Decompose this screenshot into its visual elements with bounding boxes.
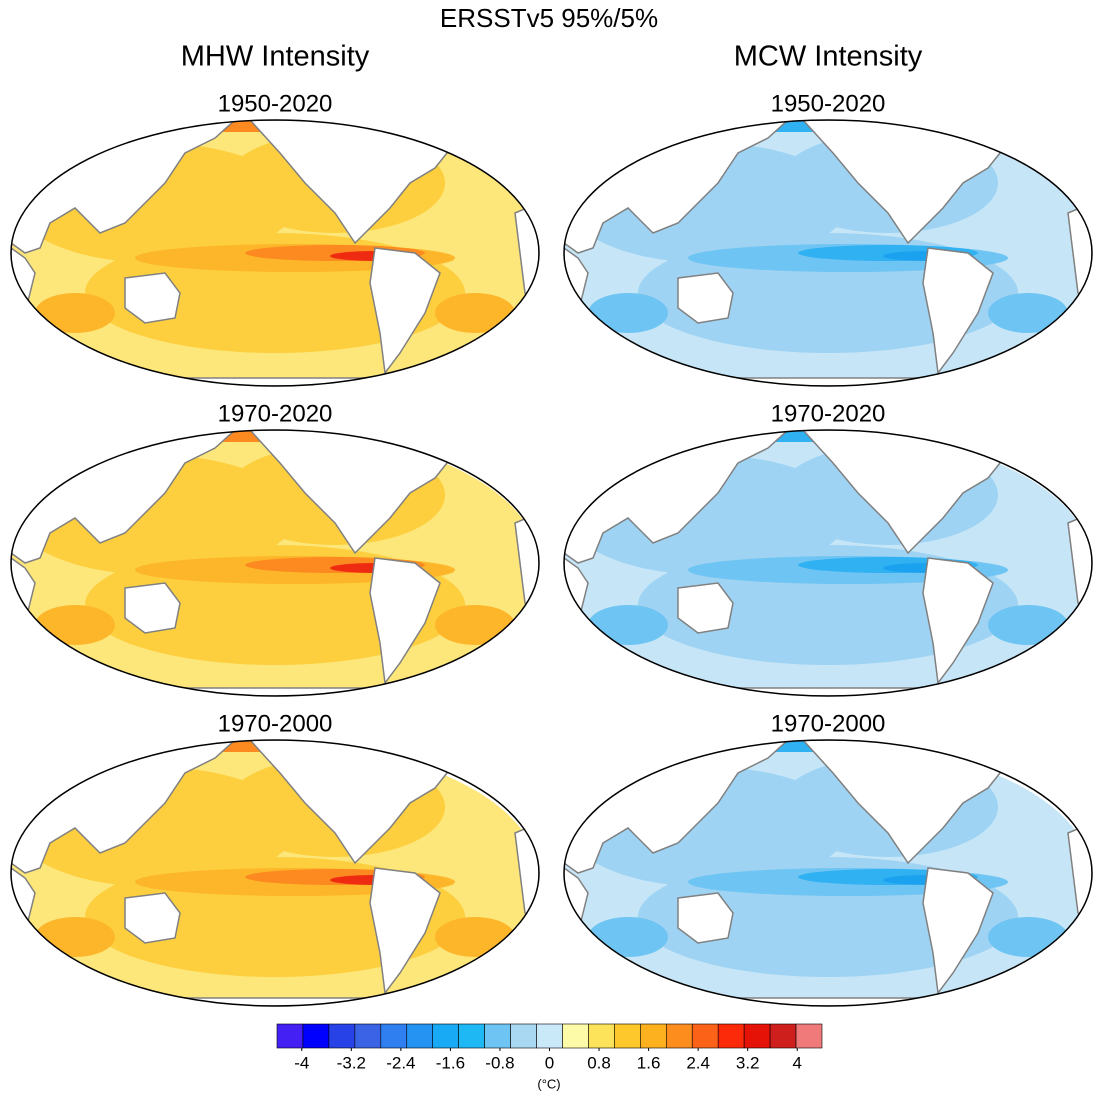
colorbar-tick-label: -0.8 [485,1053,514,1072]
land [677,582,734,634]
panel-title: 1970-2020 [771,400,886,427]
colorbar-box [717,1023,745,1049]
intensity-field [35,293,115,333]
panel-title: 1970-2020 [218,400,333,427]
map-border [10,739,540,1007]
land [458,430,527,464]
land [124,582,181,634]
colorbar-box [302,1023,330,1049]
column-title: MCW Intensity [734,41,923,73]
land [458,740,527,774]
intensity-field [435,605,515,645]
map-field [564,740,1092,1006]
colorbar-tick-label: -3.2 [337,1053,366,1072]
panel-title: 1970-2000 [771,710,886,737]
land [677,892,734,944]
land [124,892,181,944]
colorbar-box [432,1023,459,1049]
map-border [563,119,1093,387]
map-field [11,120,539,386]
land [369,247,441,375]
land [369,557,441,685]
colorbar-box [328,1023,356,1049]
colorbar-box [458,1023,485,1049]
colorbar-box [380,1023,408,1049]
land [564,377,1092,386]
map-border [563,429,1093,697]
colorbar-box [769,1023,797,1049]
land [922,557,994,685]
map-border [10,119,540,387]
colorbar-box [665,1023,693,1049]
colorbar-tick-label: 0 [545,1053,554,1072]
map-panel [10,119,540,387]
colorbar-box [614,1023,641,1049]
colorbar-box [510,1023,537,1049]
colorbar-tick-label: 4 [792,1053,801,1072]
colorbar-box [276,1023,304,1049]
colorbar-box [743,1023,771,1049]
colorbar-box [484,1023,511,1049]
intensity-field [988,917,1068,957]
colorbar-tick-label: -1.6 [436,1053,465,1072]
land [369,867,441,995]
map-border [563,739,1093,1007]
land [922,247,994,375]
land [11,687,539,696]
land [1011,120,1080,154]
colorbar-units: (°C) [537,1076,560,1091]
map-panel [563,429,1093,697]
colorbar-box [406,1023,434,1049]
colorbar-box [536,1023,563,1049]
colorbar-box [795,1023,823,1049]
land [11,377,539,386]
land [124,272,181,324]
land [922,867,994,995]
intensity-field [988,605,1068,645]
map-panel [10,739,540,1007]
land [11,997,539,1006]
intensity-field [35,917,115,957]
map-panel [10,429,540,697]
colorbar-box [691,1023,719,1049]
colorbar-tick-label: -2.4 [386,1053,415,1072]
intensity-field [588,917,668,957]
land [1011,740,1080,774]
intensity-field [588,293,668,333]
figure-title: ERSSTv5 95%/5% [440,3,658,33]
colorbar-box [562,1023,589,1049]
map-panel [563,739,1093,1007]
colorbar-tick-label: 1.6 [637,1053,661,1072]
map-field [564,120,1092,386]
colorbar-tick-label: 0.8 [587,1053,611,1072]
land [677,272,734,324]
map-panel [563,119,1093,387]
panel-title: 1950-2020 [218,90,333,117]
colorbar-box [588,1023,615,1049]
panel-title: 1970-2000 [218,710,333,737]
land [1011,430,1080,464]
intensity-field [35,605,115,645]
colorbar-box [640,1023,667,1049]
land [564,997,1092,1006]
map-field [11,740,539,1006]
colorbar-tick-label: 3.2 [736,1053,760,1072]
intensity-field [988,293,1068,333]
land [458,120,527,154]
colorbar-tick-label: -4 [294,1053,309,1072]
panel-title: 1950-2020 [771,90,886,117]
intensity-field [588,605,668,645]
column-title: MHW Intensity [181,41,370,73]
intensity-field [435,293,515,333]
map-border [10,429,540,697]
land [564,687,1092,696]
intensity-field [435,917,515,957]
colorbar-box [354,1023,382,1049]
colorbar-tick-label: 2.4 [686,1053,710,1072]
